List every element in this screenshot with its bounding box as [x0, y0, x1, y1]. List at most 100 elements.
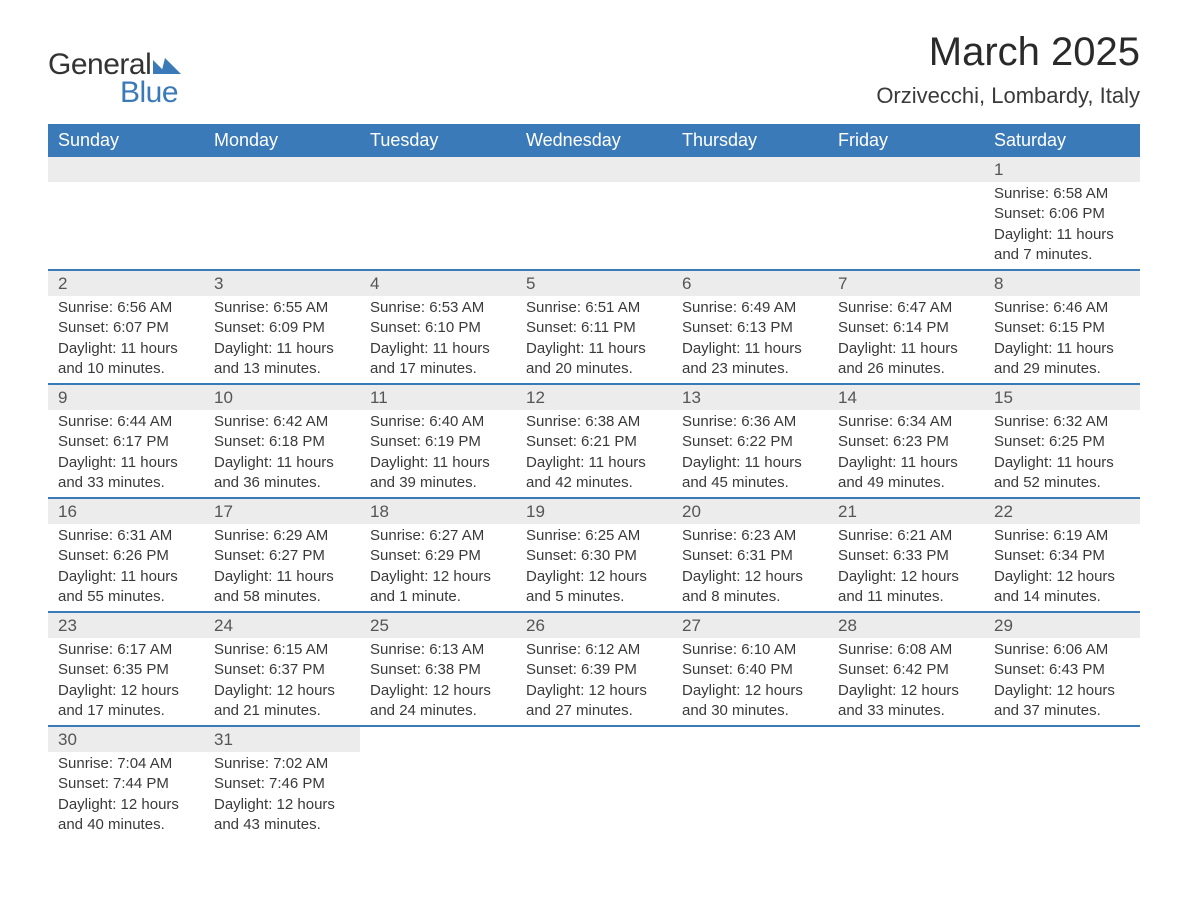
sunset-text: Sunset: 6:35 PM [58, 660, 194, 680]
sunrise-text: Sunrise: 7:02 AM [214, 754, 350, 774]
sunrise-text: Sunrise: 6:56 AM [58, 298, 194, 318]
day-number-row: 9101112131415 [48, 384, 1140, 410]
day-number-cell [360, 726, 516, 752]
sunset-text: Sunset: 6:11 PM [526, 318, 662, 338]
day-number-cell: 28 [828, 612, 984, 638]
daylight-text: Daylight: 11 hours and 55 minutes. [58, 567, 194, 608]
sunset-text: Sunset: 6:13 PM [682, 318, 818, 338]
day-data-cell [204, 182, 360, 270]
location: Orzivecchi, Lombardy, Italy [876, 83, 1140, 109]
day-number-cell: 9 [48, 384, 204, 410]
sunrise-text: Sunrise: 6:36 AM [682, 412, 818, 432]
day-data-cell: Sunrise: 6:10 AMSunset: 6:40 PMDaylight:… [672, 638, 828, 726]
day-number-row: 16171819202122 [48, 498, 1140, 524]
sunset-text: Sunset: 6:42 PM [838, 660, 974, 680]
sunset-text: Sunset: 6:07 PM [58, 318, 194, 338]
day-data-cell: Sunrise: 6:15 AMSunset: 6:37 PMDaylight:… [204, 638, 360, 726]
sunrise-text: Sunrise: 6:13 AM [370, 640, 506, 660]
day-data-row: Sunrise: 6:44 AMSunset: 6:17 PMDaylight:… [48, 410, 1140, 498]
header: General Blue March 2025 Orzivecchi, Lomb… [48, 30, 1140, 110]
day-number-cell: 18 [360, 498, 516, 524]
day-number-cell: 14 [828, 384, 984, 410]
day-header: Saturday [984, 124, 1140, 157]
day-number-cell [672, 726, 828, 752]
sunset-text: Sunset: 6:38 PM [370, 660, 506, 680]
sunrise-text: Sunrise: 6:08 AM [838, 640, 974, 660]
day-data-cell [828, 752, 984, 839]
day-number-cell: 31 [204, 726, 360, 752]
daylight-text: Daylight: 11 hours and 45 minutes. [682, 453, 818, 494]
day-number-cell: 8 [984, 270, 1140, 296]
daylight-text: Daylight: 12 hours and 27 minutes. [526, 681, 662, 722]
day-data-row: Sunrise: 6:56 AMSunset: 6:07 PM Daylight:… [48, 296, 1140, 384]
sunrise-text: Sunrise: 7:04 AM [58, 754, 194, 774]
day-data-cell: Sunrise: 6:38 AMSunset: 6:21 PMDaylight:… [516, 410, 672, 498]
day-number-cell [48, 157, 204, 182]
day-number-cell: 3 [204, 270, 360, 296]
sunset-text: Sunset: 6:18 PM [214, 432, 350, 452]
day-number-cell [672, 157, 828, 182]
daylight-text: Daylight: 11 hours and 17 minutes. [370, 339, 506, 380]
daylight-text: Daylight: 11 hours and 33 minutes. [58, 453, 194, 494]
day-number-cell: 24 [204, 612, 360, 638]
daylight-text: Daylight: 12 hours and 14 minutes. [994, 567, 1130, 608]
day-data-cell: Sunrise: 6:06 AMSunset: 6:43 PMDaylight:… [984, 638, 1140, 726]
day-number-cell [984, 726, 1140, 752]
day-number-cell [516, 157, 672, 182]
logo: General Blue [48, 48, 181, 110]
day-data-cell [672, 752, 828, 839]
daylight-text: Daylight: 11 hours and 13 minutes. [214, 339, 350, 380]
day-data-row: Sunrise: 6:58 AMSunset: 6:06 PMDaylight:… [48, 182, 1140, 270]
sunset-text: Sunset: 6:25 PM [994, 432, 1130, 452]
day-number-cell: 21 [828, 498, 984, 524]
day-data-cell: Sunrise: 6:17 AMSunset: 6:35 PMDaylight:… [48, 638, 204, 726]
logo-text-blue: Blue [120, 76, 181, 110]
daylight-text: Daylight: 11 hours and 42 minutes. [526, 453, 662, 494]
day-header: Monday [204, 124, 360, 157]
day-data-cell: Sunrise: 6:49 AMSunset: 6:13 PMDaylight:… [672, 296, 828, 384]
daylight-text: Daylight: 11 hours and 23 minutes. [682, 339, 818, 380]
daylight-text: Daylight: 11 hours and 36 minutes. [214, 453, 350, 494]
day-data-cell: Sunrise: 6:12 AMSunset: 6:39 PMDaylight:… [516, 638, 672, 726]
sunrise-text: Sunrise: 6:49 AM [682, 298, 818, 318]
day-data-cell: Sunrise: 6:58 AMSunset: 6:06 PMDaylight:… [984, 182, 1140, 270]
daylight-text: Daylight: 12 hours and 33 minutes. [838, 681, 974, 722]
sunrise-text: Sunrise: 6:10 AM [682, 640, 818, 660]
sunset-text: Sunset: 6:09 PM [214, 318, 350, 338]
daylight-text: Daylight: 12 hours and 43 minutes. [214, 795, 350, 836]
sunrise-text: Sunrise: 6:12 AM [526, 640, 662, 660]
sunrise-text: Sunrise: 6:27 AM [370, 526, 506, 546]
day-number-cell: 12 [516, 384, 672, 410]
sunset-text: Sunset: 6:17 PM [58, 432, 194, 452]
daylight-text: Daylight: 12 hours and 37 minutes. [994, 681, 1130, 722]
sunset-text: Sunset: 6:15 PM [994, 318, 1130, 338]
day-data-cell: Sunrise: 6:55 AMSunset: 6:09 PMDaylight:… [204, 296, 360, 384]
day-data-cell [672, 182, 828, 270]
sunset-text: Sunset: 6:43 PM [994, 660, 1130, 680]
day-data-cell: Sunrise: 6:36 AMSunset: 6:22 PMDaylight:… [672, 410, 828, 498]
sunrise-text: Sunrise: 6:53 AM [370, 298, 506, 318]
sunrise-text: Sunrise: 6:21 AM [838, 526, 974, 546]
day-number-cell: 23 [48, 612, 204, 638]
day-number-cell: 4 [360, 270, 516, 296]
day-number-cell: 11 [360, 384, 516, 410]
sunset-text: Sunset: 6:14 PM [838, 318, 974, 338]
day-data-cell: Sunrise: 6:31 AMSunset: 6:26 PMDaylight:… [48, 524, 204, 612]
day-data-row: Sunrise: 6:17 AMSunset: 6:35 PMDaylight:… [48, 638, 1140, 726]
day-number-cell: 29 [984, 612, 1140, 638]
daylight-text: Daylight: 11 hours and 7 minutes. [994, 225, 1130, 266]
sunset-text: Sunset: 6:34 PM [994, 546, 1130, 566]
day-number-cell: 15 [984, 384, 1140, 410]
sunset-text: Sunset: 6:21 PM [526, 432, 662, 452]
day-header: Wednesday [516, 124, 672, 157]
daylight-text: Daylight: 12 hours and 17 minutes. [58, 681, 194, 722]
sunset-text: Sunset: 6:26 PM [58, 546, 194, 566]
daylight-text: Daylight: 12 hours and 5 minutes. [526, 567, 662, 608]
day-data-row: Sunrise: 7:04 AMSunset: 7:44 PMDaylight:… [48, 752, 1140, 839]
sunrise-text: Sunrise: 6:15 AM [214, 640, 350, 660]
sunrise-text: Sunrise: 6:42 AM [214, 412, 350, 432]
daylight-text: Daylight: 12 hours and 1 minute. [370, 567, 506, 608]
day-data-cell: Sunrise: 6:53 AMSunset: 6:10 PMDaylight:… [360, 296, 516, 384]
day-header: Tuesday [360, 124, 516, 157]
day-number-row: 1 [48, 157, 1140, 182]
